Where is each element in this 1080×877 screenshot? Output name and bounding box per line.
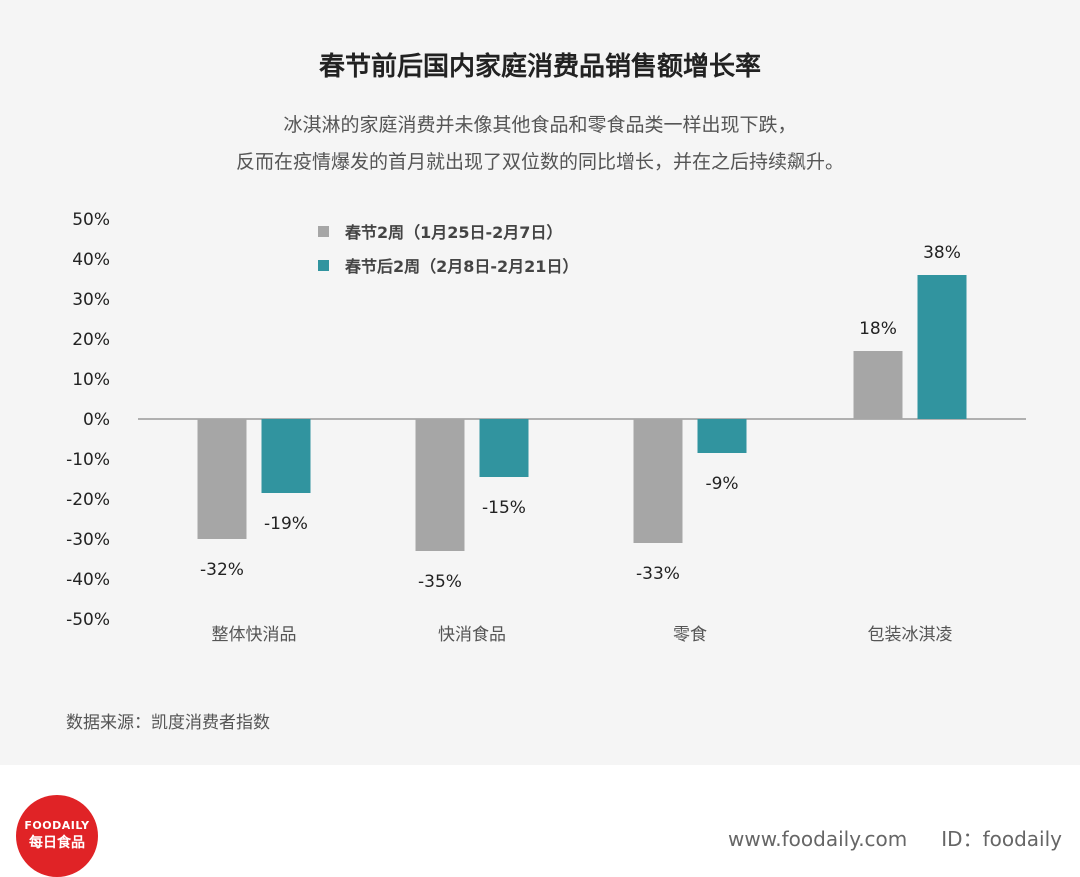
legend-swatch-1	[318, 226, 329, 237]
subtitle-line-1: 冰淇淋的家庭消费并未像其他食品和零食品类一样出现下跌，	[283, 114, 797, 136]
y-tick-label: -20%	[66, 490, 110, 510]
data-source: 数据来源：凯度消费者指数	[66, 713, 270, 733]
data-label: -19%	[264, 514, 308, 534]
legend-label-2: 春节后2周（2月8日-2月21日）	[344, 257, 578, 276]
y-tick-label: 30%	[72, 290, 110, 310]
chart-title: 春节前后国内家庭消费品销售额增长率	[318, 52, 761, 82]
y-tick-label: -30%	[66, 530, 110, 550]
data-label: -35%	[418, 572, 462, 592]
data-label: -33%	[636, 564, 680, 584]
data-label: 18%	[859, 319, 897, 339]
website-link[interactable]: www.foodaily.com	[728, 827, 908, 851]
y-tick-label: 20%	[72, 330, 110, 350]
data-label: -32%	[200, 560, 244, 580]
category-label: 整体快消品	[212, 625, 297, 645]
bar-1-4	[853, 351, 903, 419]
footer: www.foodaily.com ID：foodaily	[728, 823, 1062, 852]
bar-chart: -50% -40% -30% -20% -10% 0% 10% 20% 30% 40% 50% -32…	[66, 210, 1026, 645]
account-id: ID：foodaily	[941, 827, 1062, 851]
subtitle-line-2: 反而在疫情爆发的首月就出现了双位数的同比增长，并在之后持续飙升。	[235, 151, 844, 173]
bar-2-4	[917, 275, 967, 419]
data-label: -15%	[482, 498, 526, 518]
y-tick-label: 50%	[72, 210, 110, 230]
y-tick-label: -10%	[66, 450, 110, 470]
y-tick-label: 10%	[72, 370, 110, 390]
bar-1-1	[197, 419, 247, 539]
y-tick-label: 40%	[72, 250, 110, 270]
logo-text-en: FOODAILY	[24, 819, 90, 832]
bar-1-2	[415, 419, 465, 551]
y-tick-label: -50%	[66, 610, 110, 630]
data-label: -9%	[705, 474, 738, 494]
data-label: 38%	[923, 243, 961, 263]
foodaily-logo: FOODAILY 每日食品	[16, 795, 98, 877]
bar-1-3	[633, 419, 683, 543]
logo-text-cn: 每日食品	[29, 835, 85, 851]
category-label: 快消食品	[438, 625, 506, 645]
bar-2-2	[479, 419, 529, 477]
y-tick-label: 0%	[83, 410, 110, 430]
category-label: 零食	[673, 625, 707, 645]
bar-2-3	[697, 419, 747, 453]
legend-label-1: 春节2周（1月25日-2月7日）	[344, 223, 562, 242]
bar-2-1	[261, 419, 311, 493]
category-label: 包装冰淇凌	[868, 625, 953, 645]
legend-swatch-2	[318, 260, 329, 271]
y-tick-label: -40%	[66, 570, 110, 590]
